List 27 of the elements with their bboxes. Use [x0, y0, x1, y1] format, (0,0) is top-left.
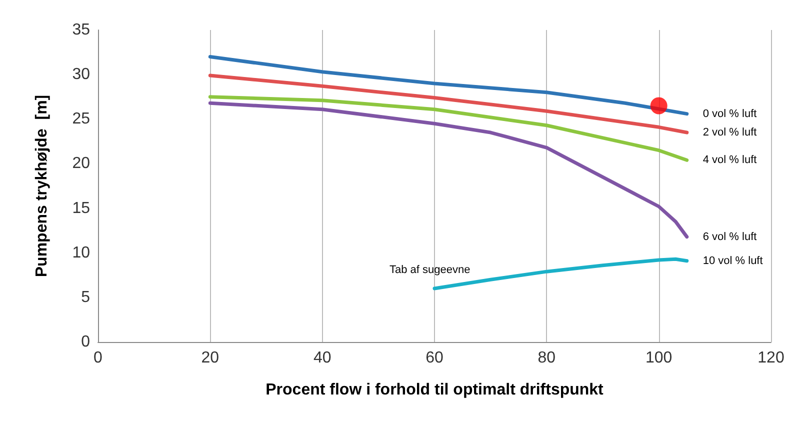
annotation: Tab af sugeevne — [390, 264, 470, 276]
y-tick-label: 35 — [72, 22, 90, 38]
x-tick-label: 60 — [426, 350, 444, 366]
y-tick-label: 25 — [72, 110, 90, 128]
x-tick-label: 100 — [645, 350, 672, 366]
x-axis-title: Procent flow i forhold til optimalt driftspunkt — [266, 382, 604, 398]
series-label: 10 vol % luft — [702, 254, 763, 267]
x-tick-label: 120 — [758, 350, 784, 366]
line-series — [208, 54, 689, 116]
series-label: 2 vol % luft — [702, 126, 757, 139]
y-tick-label: 0 — [81, 334, 90, 350]
x-tick-label: 0 — [94, 350, 103, 366]
series-label: 6 vol % luft — [702, 230, 757, 243]
y-tick-label: 15 — [72, 200, 90, 217]
y-axis-title: Pumpens trykhøjde [m] — [34, 94, 50, 278]
x-tick-label: 20 — [201, 350, 220, 366]
y-tick-label: 5 — [81, 288, 90, 306]
x-tick-label: 40 — [313, 350, 332, 366]
y-tick-label: 20 — [72, 155, 90, 172]
line-series — [208, 101, 689, 239]
series-label: 4 vol % luft — [702, 154, 757, 166]
series-label: 0 vol % luft — [702, 108, 757, 120]
line-series — [208, 74, 689, 134]
x-tick-label: 80 — [538, 350, 556, 366]
y-tick-label: 10 — [72, 244, 90, 262]
line-series — [208, 95, 689, 162]
y-tick-label: 30 — [72, 66, 90, 84]
